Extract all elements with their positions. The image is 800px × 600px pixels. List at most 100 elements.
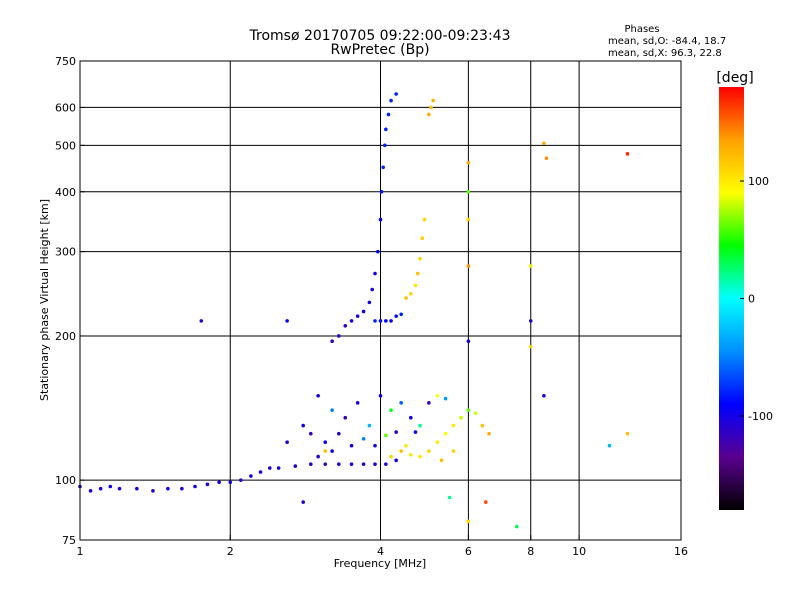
x-tick-label: 4: [377, 545, 384, 558]
data-point: [418, 454, 422, 459]
data-point: [443, 431, 448, 436]
data-point: [258, 470, 263, 474]
data-point: [418, 256, 422, 261]
data-point: [487, 431, 491, 436]
data-point: [249, 474, 253, 478]
plot-grid: [80, 61, 681, 540]
data-point: [427, 112, 431, 117]
data-point: [399, 449, 403, 453]
data-point: [349, 319, 354, 323]
data-point: [384, 127, 388, 132]
data-point: [239, 478, 243, 482]
data-point: [301, 423, 305, 428]
data-point: [373, 319, 377, 323]
data-point: [389, 408, 393, 412]
data-point: [384, 462, 388, 466]
data-point: [88, 489, 93, 493]
x-tick-label: 8: [527, 545, 534, 558]
x-tick-label: 6: [465, 545, 472, 558]
data-point: [316, 454, 320, 459]
phases-legend-title: Phases: [624, 24, 659, 35]
x-ticks: 1 2 4 6 8 10 16: [77, 535, 688, 558]
data-point: [378, 394, 383, 398]
data-point: [373, 271, 377, 276]
phases-legend-line-o: mean, sd,O: -84.4, 18.7: [608, 36, 726, 47]
data-point: [367, 300, 372, 305]
y-tick-label: 100: [55, 474, 76, 487]
data-point: [466, 264, 471, 268]
data-point: [337, 462, 341, 466]
data-point: [399, 312, 403, 317]
data-point: [435, 440, 440, 445]
data-point: [427, 401, 431, 405]
data-point: [205, 482, 210, 487]
data-point: [413, 430, 418, 434]
data-point: [330, 449, 334, 453]
data-point: [361, 436, 366, 441]
data-point: [373, 443, 377, 448]
colorbar: [719, 87, 744, 510]
x-axis-label: Frequency [MHz]: [334, 557, 426, 570]
data-point: [337, 334, 341, 338]
data-point: [386, 112, 391, 117]
data-point: [343, 324, 348, 328]
data-point: [466, 408, 471, 412]
data-point: [293, 464, 298, 468]
data-point: [399, 401, 403, 405]
y-tick-label: 500: [55, 139, 76, 152]
data-point: [480, 423, 485, 428]
colorbar-tick-label: 100: [748, 175, 769, 188]
data-point: [337, 431, 341, 436]
data-point: [330, 339, 334, 344]
data-point: [413, 283, 418, 288]
data-point: [542, 394, 546, 398]
data-point: [528, 344, 533, 349]
data-point: [408, 291, 413, 296]
data-point: [316, 394, 320, 398]
data-point: [373, 462, 377, 466]
data-point: [404, 443, 408, 448]
data-point: [276, 466, 281, 470]
data-point: [117, 486, 122, 491]
data-point: [625, 152, 630, 156]
data-point: [389, 98, 393, 103]
data-point: [370, 287, 375, 292]
data-point: [404, 296, 408, 300]
data-point: [382, 143, 387, 148]
data-point: [528, 264, 533, 268]
data-point: [108, 484, 113, 489]
data-point: [544, 156, 549, 161]
data-point: [323, 449, 328, 453]
data-point: [285, 319, 289, 323]
x-tick-label: 2: [227, 545, 234, 558]
y-tick-label: 300: [55, 246, 76, 259]
data-point: [228, 480, 233, 485]
data-point: [418, 423, 422, 428]
data-point: [459, 415, 463, 420]
data-point: [422, 217, 427, 222]
data-point: [420, 236, 425, 240]
phases-legend-line-x: mean, sd,X: 96.3, 22.8: [608, 48, 722, 59]
data-point: [389, 319, 393, 323]
data-point: [394, 314, 398, 318]
data-point: [394, 430, 398, 434]
data-point: [451, 423, 456, 428]
data-point: [343, 415, 348, 420]
data-point: [607, 443, 612, 448]
data-point: [429, 105, 433, 110]
data-point: [415, 271, 420, 276]
data-point: [135, 486, 139, 491]
data-points: [78, 92, 630, 529]
data-point: [514, 524, 519, 529]
data-point: [285, 440, 289, 445]
data-point: [483, 500, 488, 504]
data-point: [435, 394, 440, 398]
data-point: [542, 141, 546, 146]
data-point: [323, 440, 328, 445]
data-point: [361, 309, 366, 314]
colorbar-label: [deg]: [716, 70, 753, 86]
colorbar-tick-label: -100: [748, 410, 773, 423]
data-point: [375, 249, 380, 254]
y-tick-label: 750: [55, 55, 76, 68]
